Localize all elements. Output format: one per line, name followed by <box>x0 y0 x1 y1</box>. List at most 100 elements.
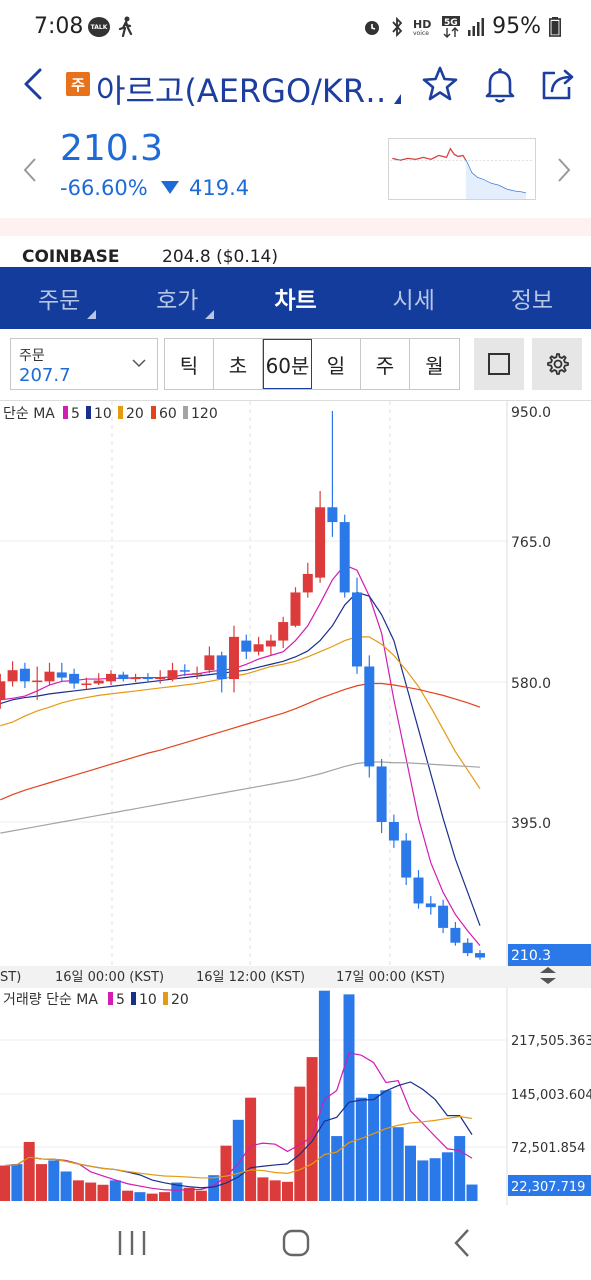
price-summary: 210.3 -66.60% 419.4 <box>0 116 591 216</box>
volume-ma-5 <box>4 1052 473 1191</box>
candle-body <box>462 942 473 954</box>
chart-svg[interactable]: 단순 MA 5 10 20 60 120 950.0 765.0 580.0 3… <box>0 401 591 1205</box>
vol-legend-swatch-5 <box>108 992 113 1005</box>
tab-label: 시세 <box>392 288 435 314</box>
volume-bar <box>48 1160 60 1201</box>
ma-lines <box>0 564 481 947</box>
hd-text: HD <box>413 18 431 31</box>
last-price-label: 210.3 <box>511 948 551 964</box>
tab-arrow-icon <box>205 310 215 319</box>
volume-y-axis: 217,505.363 145,003.604 72,501.854 22,30… <box>508 1034 591 1196</box>
legend-swatch-ma5 <box>63 406 68 419</box>
volume-bar <box>417 1160 429 1201</box>
tab-label: 차트 <box>274 288 317 314</box>
resize-handle-icon[interactable] <box>540 967 556 984</box>
candle-body <box>450 927 461 943</box>
tab-info[interactable]: 정보 <box>473 267 591 329</box>
volume-bar <box>36 1164 47 1201</box>
interval-second[interactable]: 초 <box>214 339 263 389</box>
candle-body <box>241 640 252 652</box>
candle-body <box>69 673 80 684</box>
price-y-axis: 950.0 765.0 580.0 395.0 210.3 <box>508 405 591 966</box>
tab-label: 주문 <box>37 288 81 314</box>
volume-bars <box>0 990 478 1201</box>
interval-day[interactable]: 일 <box>312 339 361 389</box>
candle-body <box>0 681 6 700</box>
title-dropdown-icon[interactable] <box>394 94 401 104</box>
gear-icon <box>547 353 569 375</box>
volume-bar <box>282 1181 293 1201</box>
candle-body <box>142 677 153 680</box>
coin-title[interactable]: 아르고(AERGO/KR… <box>96 72 386 110</box>
order-label: 주문 <box>19 348 45 364</box>
candle-body <box>401 840 412 878</box>
tab-arrow-icon <box>87 310 97 319</box>
candle-body <box>81 683 92 686</box>
candle-body <box>265 640 276 647</box>
prev-arrow-icon[interactable] <box>20 156 40 184</box>
volume-bar <box>146 1193 158 1201</box>
candle-body <box>56 672 67 678</box>
volume-bar <box>232 1119 244 1201</box>
tab-order[interactable]: 주문 <box>0 267 118 329</box>
fullscreen-button[interactable] <box>474 338 524 390</box>
bell-icon[interactable] <box>480 64 520 104</box>
volume-bar <box>405 1145 416 1201</box>
alarm-icon <box>365 20 380 35</box>
last-price-tag <box>508 944 591 966</box>
back-button[interactable] <box>20 64 50 104</box>
vol-y-tick: 72,501.854 <box>511 1141 585 1156</box>
tab-chart[interactable]: 차트 <box>236 267 354 329</box>
volume-bar <box>159 1192 170 1201</box>
volume-bar <box>122 1190 134 1201</box>
chart-area[interactable]: 단순 MA 5 10 20 60 120 950.0 765.0 580.0 3… <box>0 401 591 1205</box>
recent-apps-icon[interactable] <box>112 1225 152 1261</box>
volume-bar <box>318 990 330 1201</box>
candle-body <box>339 522 350 593</box>
candle-body <box>278 622 289 641</box>
volume-bar <box>220 1145 232 1201</box>
volume-bar <box>208 1175 220 1201</box>
interval-month[interactable]: 월 <box>425 353 444 378</box>
volume-legend: 거래량 단순 MA 5 10 20 <box>3 992 189 1008</box>
settings-button[interactable] <box>532 338 582 390</box>
next-arrow-icon[interactable] <box>554 156 574 184</box>
x-axis: ST) 16일 00:00 (KST) 16일 12:00 (KST) 17일 … <box>0 966 591 988</box>
ma-line-20 <box>0 636 481 790</box>
back-nav-icon[interactable] <box>442 1225 482 1261</box>
candle-body <box>388 822 399 841</box>
legend-ma10: 10 <box>94 406 112 422</box>
candle-body <box>179 670 190 672</box>
volume-ma-lines <box>4 1052 473 1191</box>
tab-orderbook[interactable]: 호가 <box>118 267 236 329</box>
mini-sparkline-chart[interactable] <box>388 138 536 200</box>
vol-legend-10: 10 <box>139 992 157 1008</box>
volume-bar <box>195 1190 207 1201</box>
kakaotalk-icon: TALK <box>88 17 110 37</box>
home-icon[interactable] <box>276 1225 316 1261</box>
price-legend: 단순 MA 5 10 20 60 120 <box>3 406 218 422</box>
volume-bar <box>97 1184 109 1201</box>
interval-tick[interactable]: 틱 <box>165 339 214 389</box>
order-price-select[interactable]: 주문 207.7 <box>10 338 158 390</box>
square-icon <box>488 353 510 375</box>
volume-bar <box>441 1152 453 1201</box>
favorite-star-icon[interactable] <box>420 64 460 104</box>
interval-week[interactable]: 주 <box>361 339 410 389</box>
ma-line-5 <box>0 564 481 947</box>
tab-quotes[interactable]: 시세 <box>355 267 473 329</box>
legend-swatch-ma10 <box>86 406 91 419</box>
legend-ma20: 20 <box>126 406 144 422</box>
x-tick-label: 16일 12:00 (KST) <box>196 970 305 985</box>
interval-60min[interactable]: 60분 <box>263 339 312 389</box>
candle-body <box>315 507 326 578</box>
volume-bar <box>134 1192 146 1201</box>
share-icon[interactable] <box>538 64 578 104</box>
volume-bar <box>72 1180 84 1201</box>
volume-ma-20 <box>4 1115 473 1179</box>
down-triangle-icon <box>161 181 180 194</box>
volume-bar <box>392 1127 404 1201</box>
candle-body <box>167 670 178 680</box>
volume-bar <box>294 1086 306 1201</box>
volume-bar <box>429 1158 441 1201</box>
